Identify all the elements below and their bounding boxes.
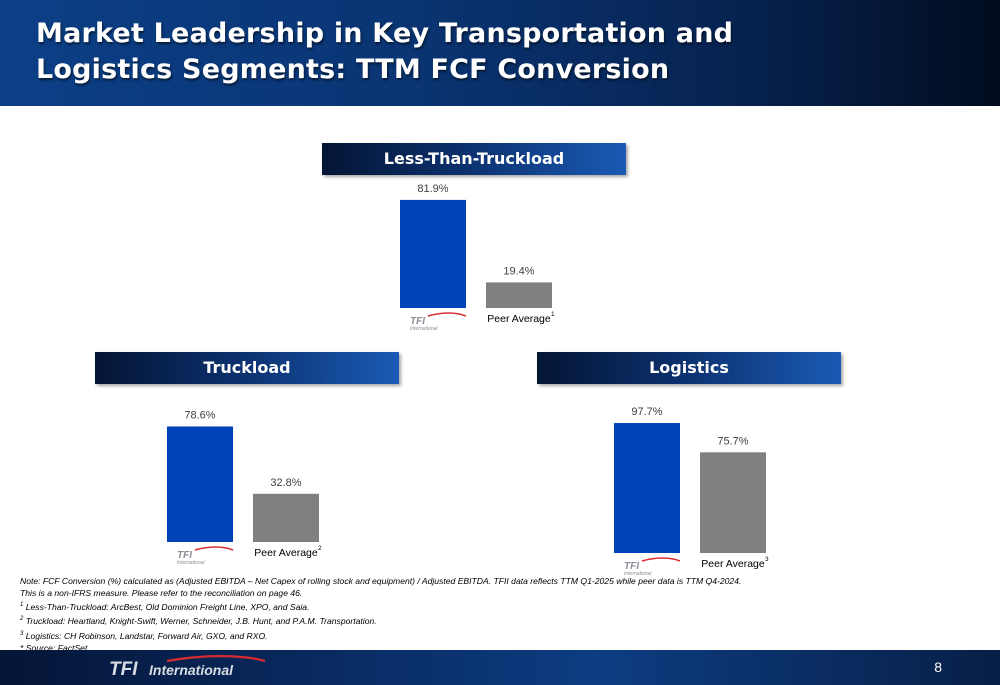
- page-title-line-1: Market Leadership in Key Transportation …: [36, 18, 734, 49]
- category-label-peer-average: Peer Average: [701, 558, 765, 570]
- footer-logo-swoosh: [166, 655, 266, 663]
- bar-tfi: [614, 423, 680, 553]
- footer-logo: TFI International: [109, 655, 266, 680]
- category-label-peer-average: Peer Average: [254, 547, 318, 559]
- data-label-tfi: 78.6%: [184, 409, 215, 421]
- footer-logo-subtext: International: [149, 662, 234, 678]
- peer-footnote-mark: 1: [551, 311, 555, 318]
- segment-label-ltl: Less-Than-Truckload: [322, 143, 626, 175]
- tfi-logo-text: TFI: [177, 550, 192, 561]
- tfi-logo-subtext: International: [177, 560, 205, 566]
- note-line-1: Note: FCF Conversion (%) calculated as (…: [20, 576, 742, 586]
- peer-footnote-mark: 3: [765, 556, 769, 563]
- segment-label-logistics: Logistics: [537, 352, 841, 384]
- tfi-logo-text: TFI: [624, 561, 639, 572]
- bar-peer-average: [253, 493, 319, 542]
- page-title: Market Leadership in Key Transportation …: [36, 16, 936, 88]
- tfi-logo-text: TFI: [410, 316, 425, 327]
- note-line-2: This is a non-IFRS measure. Please refer…: [20, 588, 303, 599]
- data-label-tfi: 97.7%: [631, 406, 662, 418]
- footnote-1: 1 Less-Than-Truckload: ArcBest, Old Domi…: [20, 602, 310, 613]
- source-note: * Source: FactSet: [20, 642, 88, 653]
- data-label-peer-average: 75.7%: [717, 435, 748, 447]
- data-label-peer-average: 32.8%: [270, 477, 301, 489]
- category-label-peer-average: Peer Average: [487, 313, 551, 325]
- footnote-2: 2 Truckload: Heartland, Knight-Swift, We…: [20, 616, 377, 627]
- footnotes: Note: FCF Conversion (%) calculated as (…: [20, 575, 980, 654]
- tfi-logo-subtext: International: [624, 571, 652, 577]
- tfi-logo-swoosh: [427, 312, 467, 317]
- bar-tfi: [400, 199, 466, 308]
- header-banner: Market Leadership in Key Transportation …: [0, 0, 1000, 106]
- data-label-tfi: 81.9%: [417, 183, 448, 195]
- footnote-3: 3 Logistics: CH Robinson, Landstar, Forw…: [20, 630, 268, 641]
- footer-logo-text: TFI: [109, 659, 138, 680]
- page-number: 8: [934, 659, 942, 675]
- peer-footnote-mark: 2: [318, 545, 322, 552]
- page-title-line-2: Logistics Segments: TTM FCF Conversion: [36, 54, 670, 85]
- data-label-peer-average: 19.4%: [503, 265, 534, 277]
- tfi-logo-subtext: International: [410, 326, 438, 332]
- footer-bar: TFI International 8: [0, 650, 1000, 685]
- bar-tfi: [167, 426, 233, 542]
- tfi-logo-swoosh: [194, 546, 234, 551]
- bar-peer-average: [486, 282, 552, 308]
- segment-label-truckload: Truckload: [95, 352, 399, 384]
- tfi-logo-swoosh: [641, 557, 681, 562]
- bar-peer-average: [700, 452, 766, 553]
